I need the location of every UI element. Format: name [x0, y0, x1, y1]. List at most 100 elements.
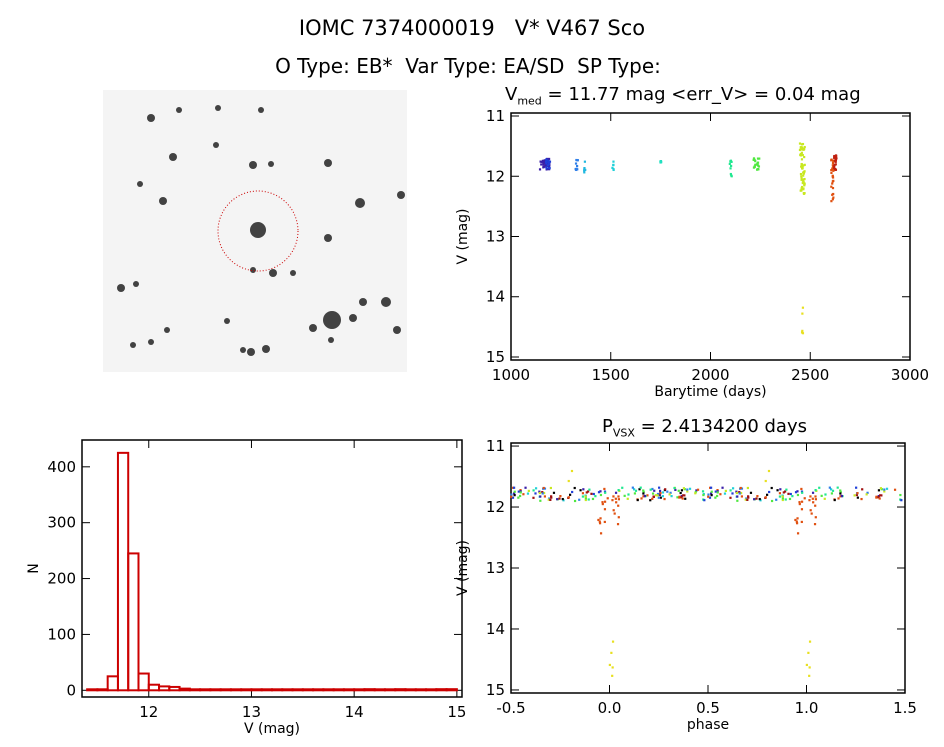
lc-xtick-label: 2500: [791, 366, 829, 384]
lc-point: [729, 164, 733, 168]
phase-point: [567, 496, 570, 499]
hist-xtick-label: 12: [139, 703, 158, 721]
phase-point: [569, 493, 572, 496]
phase-point: [714, 490, 717, 493]
phase-point: [855, 493, 858, 497]
phase-point: [513, 494, 516, 497]
hist-ytick-label: 100: [47, 625, 76, 643]
phase-point: [538, 490, 541, 493]
phase-point: [785, 488, 788, 491]
phase-point: [601, 501, 604, 504]
phase-point: [661, 495, 664, 498]
phase-point: [587, 498, 590, 501]
phase-point: [840, 495, 843, 498]
hist-bar: [332, 688, 345, 692]
hist-bar: [188, 688, 202, 692]
lc-point: [543, 165, 547, 168]
phase-point: [587, 490, 590, 493]
phase-point: [794, 518, 797, 522]
hist-bar: [281, 688, 294, 692]
figure-title: IOMC 7374000019 V* V467 Sco: [298, 16, 646, 40]
hist-bar: [312, 688, 325, 692]
phase-point: [861, 488, 864, 491]
lc-title-rest: = 11.77 mag <err_V> = 0.04 mag: [541, 84, 861, 105]
star: [130, 342, 136, 348]
star: [250, 267, 256, 273]
hist-bar: [353, 688, 366, 692]
phase-point: [519, 491, 522, 494]
phase-point: [839, 489, 842, 492]
phase-point: [638, 488, 641, 491]
phase-point: [663, 497, 666, 501]
lc-title: Vmed = 11.77 mag <err_V> = 0.04 mag: [505, 84, 861, 108]
lc-point: [800, 189, 803, 192]
phase-point: [764, 496, 767, 499]
lc-xlabel: Barytime (days): [654, 384, 766, 400]
lc-point: [729, 172, 732, 176]
phase-point: [808, 674, 811, 677]
phase-point: [597, 491, 601, 494]
phase-point: [649, 499, 652, 502]
phase-xtick-label: 0.5: [696, 699, 720, 717]
phase-point: [658, 493, 662, 496]
phase-point: [814, 504, 817, 507]
star: [147, 114, 155, 122]
phase-point: [673, 486, 676, 490]
phase-point: [543, 495, 547, 498]
lc-point: [802, 164, 805, 167]
star: [250, 222, 266, 238]
star: [213, 142, 219, 148]
phase-point: [809, 495, 812, 498]
phase-point: [716, 489, 719, 492]
lc-point: [830, 159, 833, 162]
phase-point: [584, 495, 587, 498]
phase-point: [731, 492, 734, 495]
lc-point: [575, 158, 578, 162]
phase-point: [532, 496, 535, 499]
phase-point: [646, 494, 649, 497]
phase-point: [899, 493, 902, 497]
lc-point: [831, 182, 834, 185]
phase-point: [651, 492, 655, 495]
lc-point: [803, 192, 806, 195]
lc-point: [545, 167, 548, 170]
phase-point: [710, 492, 713, 495]
phase-point: [666, 490, 669, 493]
hist-bar: [137, 672, 150, 692]
phase-point: [579, 489, 582, 492]
lc-point: [831, 161, 835, 165]
phase-point: [668, 493, 671, 496]
phase-point: [811, 497, 814, 500]
phase-point: [594, 495, 597, 498]
phase-point: [796, 532, 800, 535]
phase-point: [736, 499, 739, 502]
hist-bar: [168, 685, 181, 692]
lc-point: [803, 170, 806, 173]
phase-point: [517, 496, 520, 499]
lc-point: [831, 193, 834, 196]
phase-point: [756, 495, 759, 498]
hist-bar: [414, 688, 428, 692]
lc-point: [801, 153, 804, 157]
lc-point: [834, 158, 838, 162]
lc-point: [547, 160, 550, 163]
phase-point: [738, 491, 741, 494]
lc-point: [800, 162, 803, 166]
phase-point: [617, 495, 620, 498]
lc-point: [575, 164, 579, 168]
phase-frame: [510, 442, 906, 694]
phase-point: [599, 517, 602, 520]
hist-xlabel: V (mag): [244, 721, 300, 737]
phase-point: [740, 487, 744, 490]
phase-point: [654, 494, 658, 497]
phase-point: [781, 497, 784, 500]
phase-point: [651, 487, 654, 491]
lc-point: [801, 148, 804, 151]
lc-xtick-label: 1000: [492, 366, 530, 384]
lc-ytick-label: 13: [486, 228, 505, 246]
lc-point: [547, 157, 551, 161]
phase-point: [688, 487, 692, 490]
phase-point: [877, 494, 880, 498]
phase-point: [811, 491, 815, 494]
hist-bar: [178, 687, 191, 692]
